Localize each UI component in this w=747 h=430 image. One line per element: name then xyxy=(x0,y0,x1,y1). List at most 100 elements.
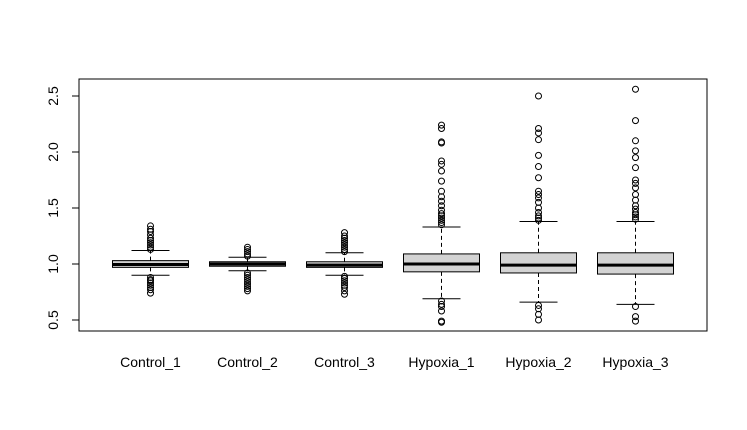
boxes xyxy=(112,85,674,326)
outlier-point xyxy=(535,174,542,182)
outlier-point xyxy=(341,236,348,244)
outlier-point xyxy=(341,284,348,292)
outlier-point xyxy=(147,284,154,292)
outlier-point xyxy=(438,160,445,168)
outlier-point xyxy=(341,243,348,251)
box-hypoxia-1 xyxy=(403,121,480,326)
outlier-point xyxy=(341,281,348,289)
outlier-point xyxy=(438,300,445,308)
outlier-point xyxy=(632,176,639,184)
outlier-point xyxy=(244,282,251,290)
outlier-point xyxy=(244,250,251,258)
outlier-point xyxy=(535,187,542,195)
outlier-point xyxy=(438,124,445,132)
x-tick-label: Control_3 xyxy=(314,354,375,370)
outlier-point xyxy=(341,272,348,280)
outlier-point xyxy=(147,241,154,249)
y-tick-label: 1.5 xyxy=(45,198,61,218)
outlier-point xyxy=(632,164,639,172)
outlier-point xyxy=(438,221,445,229)
outlier-point xyxy=(535,92,542,100)
outlier-point xyxy=(632,317,639,325)
outlier-point xyxy=(438,138,445,146)
outlier-point xyxy=(244,269,251,277)
outlier-point xyxy=(535,124,542,132)
outlier-point xyxy=(632,191,639,199)
outlier-point xyxy=(535,212,542,220)
outlier-point xyxy=(535,305,542,313)
outlier-point xyxy=(632,313,639,321)
outlier-point xyxy=(341,275,348,283)
outlier-point xyxy=(535,301,542,309)
outlier-point xyxy=(632,215,639,223)
outlier-point xyxy=(244,280,251,288)
box-control-1 xyxy=(112,222,189,297)
outlier-point xyxy=(244,252,251,260)
x-axis: Control_1 Control_2 Control_3 Hypoxia_1 Hypo… xyxy=(120,354,669,370)
outlier-point xyxy=(632,154,639,162)
outlier-point xyxy=(147,286,154,294)
outlier-point xyxy=(438,167,445,175)
outlier-point xyxy=(244,287,251,295)
outlier-point xyxy=(632,179,639,187)
outlier-point xyxy=(438,214,445,222)
outlier-point xyxy=(244,276,251,284)
box-control-2 xyxy=(209,243,286,295)
outlier-point xyxy=(341,239,348,247)
outlier-point xyxy=(341,279,348,287)
outlier-point xyxy=(244,285,251,293)
x-tick-label: Hypoxia_1 xyxy=(408,354,474,370)
y-axis: 0.5 1.0 1.5 2.0 2.5 xyxy=(45,86,80,330)
outlier-point xyxy=(632,184,639,192)
outlier-point xyxy=(438,121,445,129)
outlier-point xyxy=(147,239,154,247)
outlier-point xyxy=(341,290,348,298)
x-tick-label: Control_2 xyxy=(217,354,278,370)
y-tick-label: 2.0 xyxy=(45,142,61,162)
outlier-point xyxy=(244,248,251,256)
x-tick-label: Hypoxia_3 xyxy=(602,354,668,370)
outlier-point xyxy=(535,151,542,159)
box-iqr xyxy=(597,252,674,275)
box-control-3 xyxy=(306,229,383,298)
outlier-point xyxy=(244,245,251,253)
outlier-point xyxy=(535,208,542,216)
outlier-point xyxy=(341,241,348,249)
y-tick-label: 1.0 xyxy=(45,254,61,274)
outlier-point xyxy=(632,147,639,155)
outlier-point xyxy=(244,278,251,286)
outlier-point xyxy=(244,273,251,281)
outlier-point xyxy=(147,243,154,251)
outlier-point xyxy=(535,194,542,202)
outlier-point xyxy=(438,210,445,218)
outlier-point xyxy=(632,205,639,213)
y-tick-label: 2.5 xyxy=(45,86,61,106)
outlier-point xyxy=(438,317,445,325)
outlier-point xyxy=(438,157,445,165)
outlier-point xyxy=(341,277,348,285)
outlier-point xyxy=(535,163,542,171)
y-tick-label: 0.5 xyxy=(45,310,61,330)
outlier-point xyxy=(632,213,639,221)
outlier-point xyxy=(244,271,251,279)
outlier-point xyxy=(244,243,251,251)
outlier-point xyxy=(535,136,542,144)
outlier-point xyxy=(535,216,542,224)
outlier-point xyxy=(632,117,639,125)
outlier-point xyxy=(341,245,348,253)
outlier-point xyxy=(438,197,445,205)
box-iqr xyxy=(500,252,577,274)
outlier-point xyxy=(438,187,445,195)
outlier-point xyxy=(535,191,542,199)
outlier-point xyxy=(438,216,445,224)
box-hypoxia-2 xyxy=(500,92,577,324)
outlier-point xyxy=(147,222,154,230)
outlier-point xyxy=(147,225,154,233)
outlier-point xyxy=(438,297,445,305)
outlier-point xyxy=(147,245,154,253)
plot-frame xyxy=(78,78,708,332)
outlier-point xyxy=(632,85,639,93)
x-tick-label: Hypoxia_2 xyxy=(505,354,571,370)
outlier-point xyxy=(147,234,154,242)
outlier-point xyxy=(632,303,639,311)
